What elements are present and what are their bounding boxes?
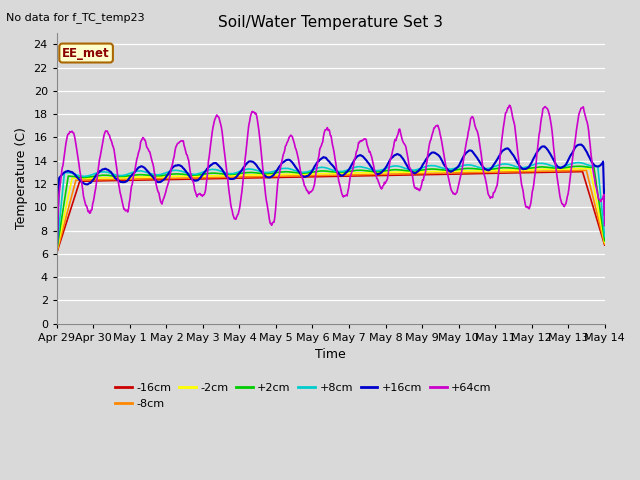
+16cm (413, 169, 421, 175)
-16cm (53, 250, 61, 255)
+8cm (175, 168, 182, 173)
+2cm (119, 173, 127, 179)
-16cm (397, 172, 405, 178)
-2cm (204, 173, 212, 179)
-2cm (578, 166, 586, 171)
+8cm (397, 164, 405, 170)
+64cm (175, 140, 182, 146)
+8cm (204, 168, 212, 173)
-8cm (63, 212, 70, 217)
Line: -2cm: -2cm (57, 168, 605, 251)
+16cm (577, 142, 585, 147)
-8cm (397, 171, 405, 177)
+64cm (413, 185, 421, 191)
-2cm (119, 175, 127, 180)
+8cm (413, 167, 421, 172)
-16cm (579, 169, 586, 175)
Line: -16cm: -16cm (57, 172, 605, 252)
-8cm (119, 176, 127, 182)
+16cm (175, 162, 182, 168)
-2cm (63, 201, 70, 206)
+64cm (53, 258, 61, 264)
+2cm (397, 167, 405, 173)
Text: EE_met: EE_met (62, 47, 110, 60)
-16cm (413, 172, 421, 178)
+64cm (601, 223, 609, 228)
+16cm (53, 249, 61, 254)
Line: -8cm: -8cm (57, 170, 605, 252)
-2cm (413, 169, 421, 175)
+2cm (53, 247, 61, 252)
-2cm (53, 248, 61, 254)
Line: +2cm: +2cm (57, 166, 605, 250)
-2cm (397, 169, 405, 175)
+8cm (601, 234, 609, 240)
-8cm (204, 175, 212, 180)
Line: +8cm: +8cm (57, 163, 605, 249)
+16cm (397, 154, 405, 159)
-16cm (119, 178, 127, 183)
-2cm (601, 240, 609, 245)
-8cm (413, 171, 421, 177)
Title: Soil/Water Temperature Set 3: Soil/Water Temperature Set 3 (218, 15, 444, 30)
-16cm (63, 219, 70, 225)
+16cm (601, 212, 609, 217)
-8cm (53, 249, 61, 255)
-8cm (601, 241, 609, 247)
Line: +16cm: +16cm (57, 144, 605, 252)
+16cm (119, 180, 127, 185)
-2cm (175, 173, 182, 179)
+2cm (413, 168, 421, 174)
Legend: -16cm, -8cm, -2cm, +2cm, +8cm, +16cm, +64cm: -16cm, -8cm, -2cm, +2cm, +8cm, +16cm, +6… (111, 379, 496, 413)
Y-axis label: Temperature (C): Temperature (C) (15, 127, 28, 229)
-8cm (582, 168, 590, 173)
+8cm (53, 246, 61, 252)
+64cm (397, 133, 405, 139)
-16cm (175, 177, 182, 182)
-8cm (175, 175, 182, 181)
+8cm (119, 172, 127, 178)
Line: +64cm: +64cm (57, 105, 605, 261)
Text: No data for f_TC_temp23: No data for f_TC_temp23 (6, 12, 145, 23)
+16cm (204, 165, 212, 171)
X-axis label: Time: Time (316, 348, 346, 361)
+2cm (204, 171, 212, 177)
+64cm (119, 203, 127, 209)
+2cm (575, 163, 582, 169)
+64cm (506, 102, 513, 108)
+2cm (601, 238, 609, 243)
+8cm (575, 160, 582, 166)
+64cm (204, 168, 212, 174)
-16cm (601, 242, 609, 248)
-16cm (204, 176, 212, 181)
+2cm (63, 183, 70, 189)
+8cm (63, 169, 70, 175)
+64cm (63, 136, 70, 142)
+2cm (175, 171, 182, 177)
+16cm (63, 168, 70, 174)
